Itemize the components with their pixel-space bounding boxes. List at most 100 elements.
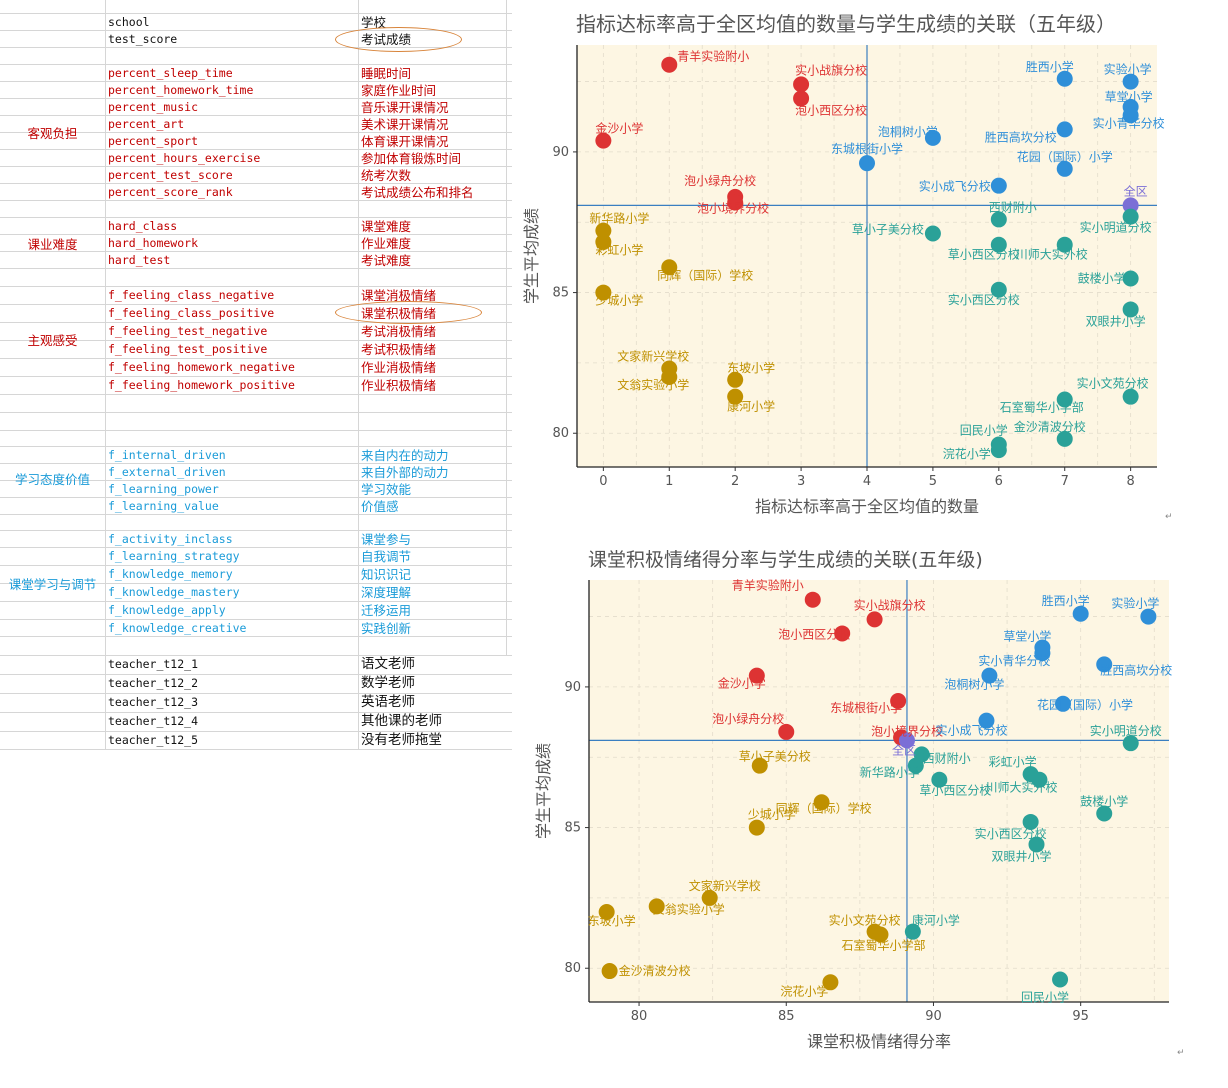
- point-label: 川师大实外校: [1016, 247, 1088, 262]
- sheet-description-cell[interactable]: 体育课开课情况: [361, 134, 449, 149]
- point-label: 川师大实外校: [985, 780, 1057, 795]
- x-tick-label: 90: [925, 1009, 942, 1024]
- sheet-row-line: [0, 64, 512, 65]
- sheet-variable-cell[interactable]: f_internal_driven: [108, 448, 226, 462]
- sheet-description-cell[interactable]: 课堂消极情绪: [361, 288, 437, 303]
- data-point: [924, 129, 941, 146]
- sheet-variable-cell[interactable]: f_knowledge_memory: [108, 567, 233, 581]
- sheet-description-cell[interactable]: 美术课开课情况: [361, 117, 449, 132]
- sheet-variable-cell[interactable]: f_feeling_class_negative: [108, 288, 275, 302]
- point-label: 草小子美分校: [739, 749, 811, 764]
- sheet-variable-cell[interactable]: f_learning_strategy: [108, 549, 240, 563]
- sheet-description-cell[interactable]: 深度理解: [361, 585, 412, 600]
- sheet-row-line: [0, 412, 512, 413]
- chart1-title: 指标达标率高于全区均值的数量与学生成绩的关联（五年级）: [576, 12, 1116, 36]
- sheet-variable-cell[interactable]: percent_score_rank: [108, 185, 233, 199]
- sheet-row-line: [0, 446, 512, 447]
- sheet-variable-cell[interactable]: f_activity_inclass: [108, 532, 233, 546]
- sheet-description-cell[interactable]: 考试成绩公布和排名: [361, 185, 474, 200]
- data-point: [648, 898, 665, 915]
- sheet-description-cell[interactable]: 迁移运用: [361, 603, 412, 618]
- x-tick-label: 1: [665, 474, 673, 489]
- sheet-row-line: [0, 674, 512, 675]
- sheet-description-cell[interactable]: 睡眠时间: [361, 66, 412, 81]
- point-label: 泡小西区分校: [778, 626, 850, 641]
- sheet-description-cell[interactable]: 来自内在的动力: [361, 448, 449, 463]
- sheet-description-cell[interactable]: 学习效能: [361, 482, 412, 497]
- sheet-variable-cell[interactable]: percent_music: [108, 100, 199, 114]
- point-label: 花园（国际）小学: [1017, 149, 1113, 164]
- sheet-description-cell[interactable]: 作业消极情绪: [361, 360, 437, 375]
- sheet-description-cell[interactable]: 语文老师: [361, 656, 415, 672]
- sheet-variable-cell[interactable]: teacher_t12_2: [108, 676, 199, 690]
- sheet-variable-cell[interactable]: f_feeling_homework_positive: [108, 378, 295, 392]
- sheet-variable-cell[interactable]: school: [108, 15, 150, 29]
- sheet-variable-cell[interactable]: f_feeling_test_positive: [108, 342, 268, 356]
- sheet-variable-cell[interactable]: percent_homework_time: [108, 83, 254, 97]
- point-label: 实验小学: [1104, 62, 1152, 77]
- sheet-description-cell[interactable]: 学校: [361, 15, 387, 30]
- sheet-variable-cell[interactable]: percent_sport: [108, 134, 199, 148]
- sheet-description-cell[interactable]: 自我调节: [361, 549, 412, 564]
- sheet-variable-cell[interactable]: percent_sleep_time: [108, 66, 233, 80]
- sheet-variable-cell[interactable]: teacher_t12_4: [108, 714, 199, 728]
- sheet-variable-cell[interactable]: teacher_t12_3: [108, 695, 199, 709]
- sheet-description-cell[interactable]: 知识识记: [361, 567, 412, 582]
- sheet-variable-cell[interactable]: f_feeling_test_negative: [108, 324, 268, 338]
- sheet-description-cell[interactable]: 考试难度: [361, 253, 412, 268]
- data-point: [793, 76, 810, 93]
- sheet-variable-cell[interactable]: test_score: [108, 32, 178, 46]
- data-point: [859, 155, 875, 172]
- data-point: [727, 194, 744, 211]
- sheet-variable-cell[interactable]: hard_class: [108, 219, 178, 233]
- point-label: 泡桐树小学: [878, 124, 938, 139]
- sheet-variable-cell[interactable]: hard_homework: [108, 236, 199, 250]
- sheet-description-cell[interactable]: 统考次数: [361, 168, 412, 183]
- sheet-description-cell[interactable]: 课堂参与: [361, 532, 412, 547]
- sheet-description-cell[interactable]: 参加体育锻炼时间: [361, 151, 462, 166]
- sheet-variable-cell[interactable]: f_knowledge_apply: [108, 603, 226, 617]
- sheet-description-cell[interactable]: 价值感: [361, 499, 399, 514]
- sheet-description-cell[interactable]: 没有老师拖堂: [361, 732, 442, 748]
- data-point: [1056, 70, 1073, 87]
- sheet-description-cell[interactable]: 实践创新: [361, 621, 412, 636]
- sheet-description-cell[interactable]: 课堂难度: [361, 219, 412, 234]
- sheet-description-cell[interactable]: 作业积极情绪: [361, 378, 437, 393]
- x-tick-label: 80: [631, 1009, 648, 1024]
- sheet-variable-cell[interactable]: percent_hours_exercise: [108, 151, 261, 165]
- data-point: [990, 211, 1007, 228]
- sheet-description-cell[interactable]: 来自外部的动力: [361, 465, 449, 480]
- x-tick-label: 6: [995, 474, 1003, 489]
- point-label: 泡小绿舟分校: [684, 173, 756, 188]
- sheet-description-cell[interactable]: 考试消极情绪: [361, 324, 437, 339]
- sheet-variable-cell[interactable]: f_external_driven: [108, 465, 226, 479]
- sheet-variable-cell[interactable]: teacher_t12_1: [108, 657, 199, 671]
- sheet-variable-cell[interactable]: f_learning_power: [108, 482, 219, 496]
- sheet-variable-cell[interactable]: f_knowledge_mastery: [108, 585, 240, 599]
- sheet-description-cell[interactable]: 英语老师: [361, 694, 415, 710]
- sheet-variable-cell[interactable]: f_feeling_homework_negative: [108, 360, 295, 374]
- sheet-variable-cell[interactable]: f_feeling_class_positive: [108, 306, 275, 320]
- sheet-description-cell[interactable]: 家庭作业时间: [361, 83, 437, 98]
- sheet-variable-cell[interactable]: hard_test: [108, 253, 171, 267]
- sheet-description-cell[interactable]: 数学老师: [361, 675, 415, 691]
- data-point: [1034, 645, 1051, 662]
- sheet-row-line: [0, 115, 512, 116]
- sheet-variable-cell[interactable]: teacher_t12_5: [108, 733, 199, 747]
- highlight-ellipse-test-score: [335, 27, 462, 52]
- sheet-variable-cell[interactable]: f_learning_value: [108, 499, 219, 513]
- sheet-row-line: [0, 376, 512, 377]
- sheet-variable-cell[interactable]: percent_art: [108, 117, 185, 131]
- sheet-description-cell[interactable]: 其他课的老师: [361, 713, 442, 729]
- y-axis-label: 学生平均成绩: [522, 208, 541, 304]
- sheet-category-label: 学习态度价值: [14, 472, 90, 487]
- sheet-description-cell[interactable]: 考试积极情绪: [361, 342, 437, 357]
- sheet-description-cell[interactable]: 作业难度: [361, 236, 412, 251]
- sheet-description-cell[interactable]: 音乐课开课情况: [361, 100, 449, 115]
- data-point: [1122, 73, 1139, 90]
- sheet-variable-cell[interactable]: f_knowledge_creative: [108, 621, 247, 635]
- data-point: [872, 926, 889, 943]
- chart2-scatter: 80 85 90 95 80 85 90 课堂积极情绪得分率 学生平均成绩 青羊实验附小实小战旗分…: [534, 578, 1172, 1051]
- y-tick-label: 90: [552, 145, 569, 160]
- sheet-variable-cell[interactable]: percent_test_score: [108, 168, 233, 182]
